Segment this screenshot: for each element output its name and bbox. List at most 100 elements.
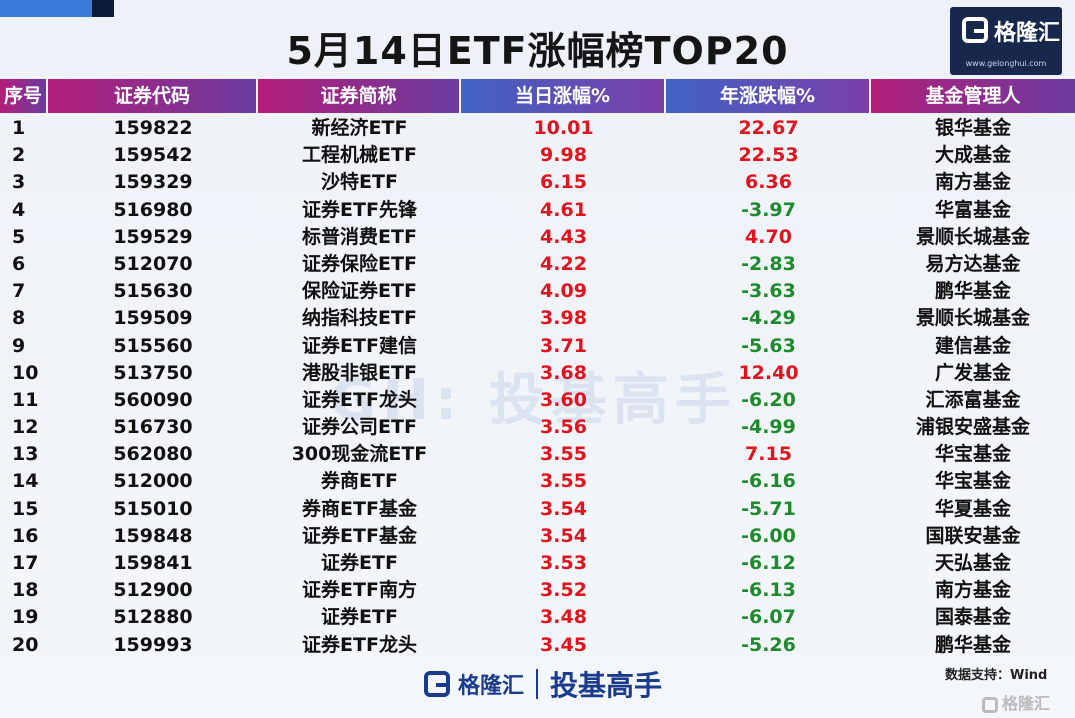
name-cell: 港股非银ETF <box>302 361 417 384</box>
table-row: 20 159993 证券ETF龙头 3.45 -5.26 鹏华基金 <box>0 632 1075 659</box>
year-change-cell: -4.99 <box>741 416 796 439</box>
year-change-cell: -5.71 <box>741 497 796 520</box>
year-change-cell: 22.67 <box>738 117 799 139</box>
manager-cell: 广发基金 <box>934 361 1011 384</box>
table-row: 17 159841 证券ETF 3.53 -6.12 天弘基金 <box>0 550 1075 577</box>
year-change-cell: -3.63 <box>741 280 796 303</box>
rank-cell: 5 <box>12 225 26 248</box>
year-change-cell: -5.26 <box>741 633 796 656</box>
manager-cell: 国联安基金 <box>925 524 1021 547</box>
day-change-cell: 3.60 <box>540 388 587 411</box>
year-change-cell: 4.70 <box>745 225 792 248</box>
name-cell: 保险证券ETF <box>302 280 417 303</box>
logo-name: 格隆汇 <box>994 21 1061 46</box>
data-source: 数据支持：Wind <box>945 668 1048 683</box>
code-cell: 560090 <box>113 388 193 411</box>
manager-cell: 汇添富基金 <box>925 388 1021 411</box>
day-change-cell: 3.53 <box>540 552 587 574</box>
corner-logo-icon <box>982 696 998 713</box>
table-row: 1 159822 新经济ETF 10.01 22.67 银华基金 <box>0 115 1075 142</box>
rank-cell: 4 <box>12 198 26 221</box>
code-cell: 562080 <box>113 443 193 466</box>
table-row: 13 562080 300现金流ETF 3.55 7.15 华宝基金 <box>0 441 1075 468</box>
rank-cell: 19 <box>12 606 39 629</box>
corner-accent-blue <box>0 0 92 17</box>
manager-cell: 景顺长城基金 <box>915 307 1030 330</box>
footer-slogan: 投基高手 <box>550 669 663 702</box>
corner-accent <box>0 0 114 17</box>
code-cell: 512880 <box>113 606 193 629</box>
rank-cell: 3 <box>12 171 26 194</box>
name-cell: 证券ETF南方 <box>302 579 417 602</box>
manager-cell: 华富基金 <box>934 198 1011 221</box>
table-row: 18 512900 证券ETF南方 3.52 -6.13 南方基金 <box>0 577 1075 604</box>
day-change-cell: 3.98 <box>540 307 587 330</box>
table-row: 7 515630 保险证券ETF 4.09 -3.63 鹏华基金 <box>0 278 1075 305</box>
day-change-cell: 3.45 <box>540 633 587 656</box>
manager-cell: 浦银安盛基金 <box>915 416 1030 439</box>
name-cell: 工程机械ETF <box>302 144 417 167</box>
code-cell: 159848 <box>113 524 193 547</box>
name-cell: 标普消费ETF <box>302 225 417 248</box>
table-row: 9 515560 证券ETF建信 3.71 -5.63 建信基金 <box>0 333 1075 360</box>
name-cell: 证券ETF基金 <box>302 524 417 547</box>
header-code: 证券代码 <box>48 79 258 113</box>
day-change-cell: 3.56 <box>540 416 587 439</box>
rank-cell: 20 <box>12 633 39 656</box>
code-cell: 512000 <box>113 470 193 493</box>
code-cell: 515010 <box>113 497 193 520</box>
table-row: 2 159542 工程机械ETF 9.98 22.53 大成基金 <box>0 142 1075 169</box>
table-row: 10 513750 港股非银ETF 3.68 12.40 广发基金 <box>0 360 1075 387</box>
manager-cell: 鹏华基金 <box>934 280 1011 303</box>
manager-cell: 天弘基金 <box>934 552 1011 574</box>
manager-cell: 华夏基金 <box>934 497 1011 520</box>
year-change-cell: -3.97 <box>741 198 796 221</box>
day-change-cell: 4.61 <box>540 198 587 221</box>
table-body: 1 159822 新经济ETF 10.01 22.67 银华基金 2 159542 工程机械ET… <box>0 115 1075 659</box>
rank-cell: 18 <box>12 579 39 602</box>
header-manager: 基金管理人 <box>871 79 1075 113</box>
logo-g-icon <box>962 17 988 43</box>
day-change-cell: 3.54 <box>540 497 587 520</box>
manager-cell: 鹏华基金 <box>934 633 1011 656</box>
header-day-change: 当日涨幅% <box>461 79 666 113</box>
day-change-cell: 4.09 <box>540 280 587 303</box>
year-change-cell: -6.00 <box>741 524 796 547</box>
corner-watermark-text: 格隆汇 <box>1002 694 1051 713</box>
table-row: 6 512070 证券保险ETF 4.22 -2.83 易方达基金 <box>0 251 1075 278</box>
name-cell: 证券ETF龙头 <box>302 388 417 411</box>
table-row: 11 560090 证券ETF龙头 3.60 -6.20 汇添富基金 <box>0 387 1075 414</box>
name-cell: 证券公司ETF <box>302 416 417 439</box>
day-change-cell: 3.55 <box>540 470 587 493</box>
manager-cell: 华宝基金 <box>934 443 1011 466</box>
rank-cell: 16 <box>12 524 39 547</box>
table-header: 序号 证券代码 证券简称 当日涨幅% 年涨跌幅% 基金管理人 <box>0 79 1075 113</box>
rank-cell: 8 <box>12 307 26 330</box>
rank-cell: 15 <box>12 497 39 520</box>
manager-cell: 南方基金 <box>934 579 1011 602</box>
year-change-cell: -6.07 <box>741 606 796 629</box>
brand-logo: 格隆汇 www.gelonghui.com <box>950 7 1062 75</box>
code-cell: 159542 <box>113 144 193 167</box>
year-change-cell: -6.16 <box>741 470 796 493</box>
code-cell: 512070 <box>113 252 193 275</box>
rank-cell: 14 <box>12 470 39 493</box>
year-change-cell: -5.63 <box>741 334 796 357</box>
year-change-cell: -6.13 <box>741 579 796 602</box>
page-title: 5月14日ETF涨幅榜TOP20 <box>286 29 789 73</box>
rank-cell: 11 <box>12 388 39 411</box>
header-name: 证券简称 <box>258 79 461 113</box>
day-change-cell: 4.22 <box>540 252 587 275</box>
logo-url: www.gelonghui.com <box>965 59 1047 68</box>
code-cell: 515630 <box>113 280 193 303</box>
code-cell: 513750 <box>113 361 193 384</box>
year-change-cell: 22.53 <box>738 144 799 167</box>
table-row: 14 512000 券商ETF 3.55 -6.16 华宝基金 <box>0 468 1075 495</box>
rank-cell: 6 <box>12 252 26 275</box>
table-row: 16 159848 证券ETF基金 3.54 -6.00 国联安基金 <box>0 523 1075 550</box>
day-change-cell: 3.54 <box>540 524 587 547</box>
manager-cell: 银华基金 <box>934 117 1011 139</box>
manager-cell: 国泰基金 <box>934 606 1011 629</box>
table-row: 3 159329 沙特ETF 6.15 6.36 南方基金 <box>0 169 1075 196</box>
table-row: 12 516730 证券公司ETF 3.56 -4.99 浦银安盛基金 <box>0 414 1075 441</box>
